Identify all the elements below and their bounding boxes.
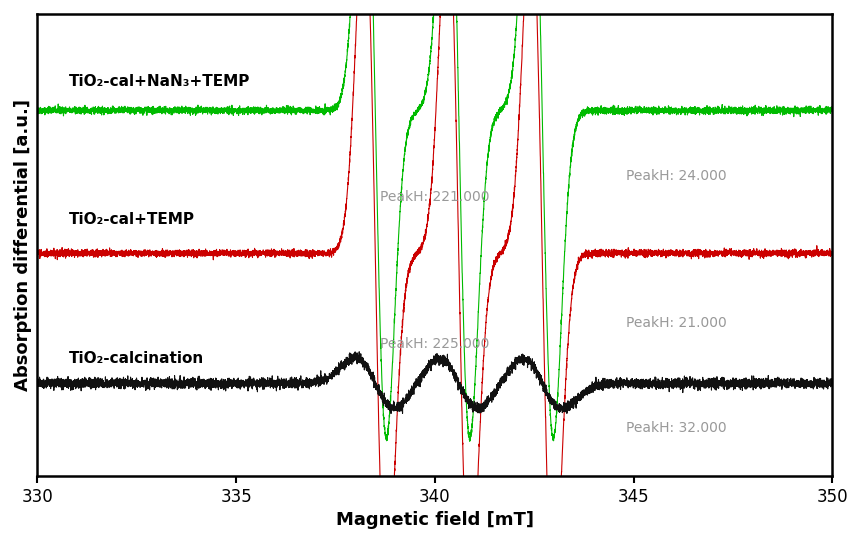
X-axis label: Magnetic field [mT]: Magnetic field [mT]: [336, 511, 533, 529]
Text: PeakH: 24.000: PeakH: 24.000: [625, 169, 726, 183]
Text: TiO₂-calcination: TiO₂-calcination: [69, 351, 204, 365]
Text: TiO₂-cal+NaN₃+TEMP: TiO₂-cal+NaN₃+TEMP: [69, 73, 251, 89]
Text: PeakH: 21.000: PeakH: 21.000: [625, 316, 726, 330]
Text: PeakH: 32.000: PeakH: 32.000: [625, 421, 726, 435]
Text: PeakH: 221.000: PeakH: 221.000: [380, 190, 489, 204]
Text: PeakH: 225.000: PeakH: 225.000: [380, 337, 489, 351]
Y-axis label: Absorption differential [a.u.]: Absorption differential [a.u.]: [14, 99, 32, 391]
Text: TiO₂-cal+TEMP: TiO₂-cal+TEMP: [69, 212, 195, 227]
